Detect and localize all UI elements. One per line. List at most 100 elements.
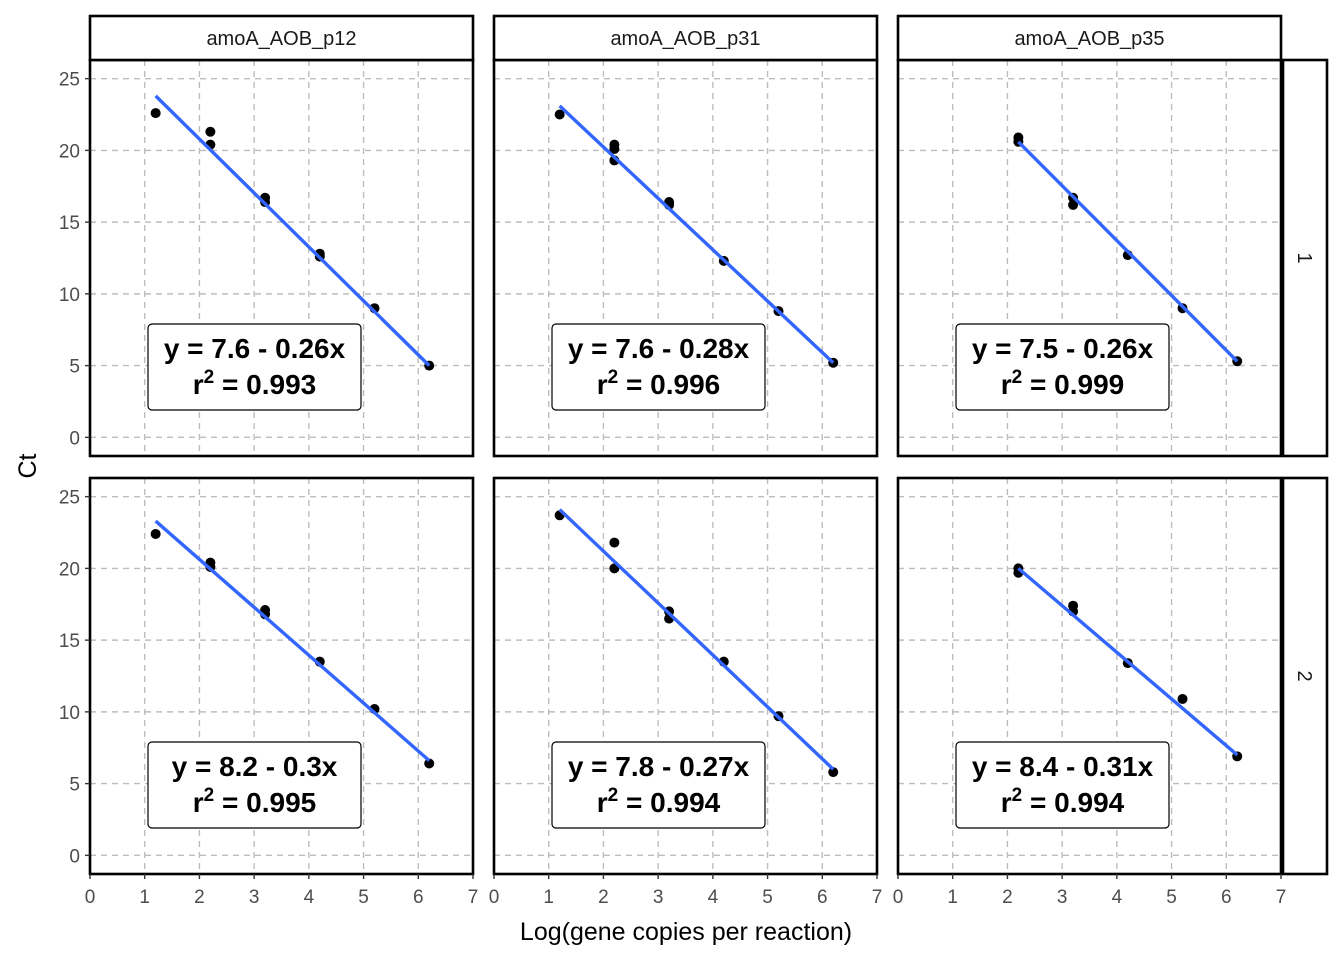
regression-equation: y = 8.2 - 0.3x — [172, 751, 338, 782]
panel-border — [88, 476, 475, 876]
data-point — [1177, 693, 1188, 704]
x-tick-label: 3 — [249, 887, 260, 908]
x-tick-label: 4 — [708, 887, 719, 908]
data-point — [150, 108, 161, 119]
r-squared-label: r2 = 0.999 — [1001, 367, 1124, 400]
x-tick-label: 6 — [1221, 887, 1232, 908]
x-tick-label: 7 — [872, 887, 883, 908]
r-squared-value: = 0.993 — [214, 369, 316, 400]
regression-equation: y = 8.4 - 0.31x — [972, 751, 1154, 782]
r-squared-superscript: 2 — [204, 367, 215, 388]
x-tick-label: 2 — [194, 887, 205, 908]
x-tick-label: 7 — [1276, 887, 1287, 908]
r-squared-superscript: 2 — [204, 785, 215, 806]
r-symbol: r — [597, 787, 608, 818]
data-point — [609, 537, 620, 548]
r-squared-label: r2 = 0.996 — [597, 367, 720, 400]
x-tick-label: 1 — [543, 887, 554, 908]
y-axis-title: Ct — [14, 453, 42, 478]
facet-strip-row-2 — [1281, 476, 1329, 876]
fit-line — [1017, 567, 1239, 757]
panel-border — [896, 476, 1283, 876]
y-tick-label: 5 — [69, 357, 80, 378]
data-point — [609, 143, 620, 154]
fit-line — [1017, 140, 1239, 363]
regression-equation: y = 7.8 - 0.27x — [568, 751, 750, 782]
regression-equation: y = 7.6 - 0.26x — [164, 333, 346, 364]
x-tick-label: 3 — [1057, 887, 1068, 908]
equation-label-box — [955, 741, 1170, 829]
r-symbol: r — [193, 369, 204, 400]
facet-strip-label: amoA_AOB_p31 — [610, 28, 760, 50]
equation-label-box — [551, 741, 766, 829]
fit-line — [154, 94, 431, 367]
equation-label-box — [147, 741, 362, 829]
r-squared-value: = 0.996 — [618, 369, 720, 400]
x-tick-label: 1 — [947, 887, 958, 908]
facet-strip-label: 1 — [1293, 252, 1315, 263]
equation-label-box — [147, 323, 362, 411]
x-tick-label: 0 — [893, 887, 904, 908]
x-tick-label: 0 — [85, 887, 96, 908]
r-symbol: r — [1001, 787, 1012, 818]
y-tick-label: 0 — [69, 846, 80, 867]
data-point — [554, 109, 565, 120]
x-tick-label: 2 — [1002, 887, 1013, 908]
r-squared-superscript: 2 — [1012, 785, 1023, 806]
r-symbol: r — [193, 787, 204, 818]
r-squared-value: = 0.994 — [1022, 787, 1124, 818]
y-tick-label: 15 — [59, 631, 80, 652]
data-point — [424, 758, 435, 769]
y-tick-label: 20 — [59, 141, 80, 162]
data-point — [150, 528, 161, 539]
x-tick-label: 5 — [1166, 887, 1177, 908]
r-squared-value: = 0.999 — [1022, 369, 1124, 400]
y-tick-label: 10 — [59, 703, 80, 724]
fit-line — [558, 508, 835, 771]
equation-label-box — [551, 323, 766, 411]
facet-strip-amoA_AOB_p35 — [896, 14, 1283, 62]
r-squared-label: r2 = 0.993 — [193, 367, 316, 400]
r-squared-superscript: 2 — [608, 785, 619, 806]
r-symbol: r — [1001, 369, 1012, 400]
r-squared-superscript: 2 — [608, 367, 619, 388]
r-squared-superscript: 2 — [1012, 367, 1023, 388]
r-squared-label: r2 = 0.994 — [1001, 785, 1125, 818]
x-tick-label: 5 — [762, 887, 773, 908]
x-tick-label: 6 — [817, 887, 828, 908]
x-axis-title: Log(gene copies per reaction) — [520, 918, 852, 946]
facet-strip-amoA_AOB_p31 — [492, 14, 879, 62]
r-squared-label: r2 = 0.994 — [597, 785, 721, 818]
equation-label-box — [955, 323, 1170, 411]
x-tick-label: 1 — [139, 887, 150, 908]
r-squared-label: r2 = 0.995 — [193, 785, 316, 818]
y-tick-label: 25 — [59, 488, 80, 509]
facet-strip-row-1 — [1281, 58, 1329, 458]
r-squared-value: = 0.995 — [214, 787, 316, 818]
x-tick-label: 2 — [598, 887, 609, 908]
facet-strip-label: amoA_AOB_p35 — [1014, 28, 1164, 50]
x-tick-label: 0 — [489, 887, 500, 908]
facet-strip-label: amoA_AOB_p12 — [206, 28, 356, 50]
facet-strip-amoA_AOB_p12 — [88, 14, 475, 62]
r-squared-value: = 0.994 — [618, 787, 720, 818]
data-point — [1068, 199, 1079, 210]
y-tick-label: 10 — [59, 285, 80, 306]
regression-equation: y = 7.6 - 0.28x — [568, 333, 750, 364]
x-tick-label: 3 — [653, 887, 664, 908]
regression-equation: y = 7.5 - 0.26x — [972, 333, 1154, 364]
y-tick-label: 25 — [59, 70, 80, 91]
data-point — [205, 126, 216, 137]
facet-strip-label: 2 — [1293, 670, 1315, 681]
panel-border — [492, 476, 879, 876]
y-tick-label: 5 — [69, 775, 80, 796]
fit-line — [154, 519, 431, 762]
x-tick-label: 4 — [304, 887, 315, 908]
r-symbol: r — [597, 369, 608, 400]
x-tick-label: 4 — [1112, 887, 1123, 908]
